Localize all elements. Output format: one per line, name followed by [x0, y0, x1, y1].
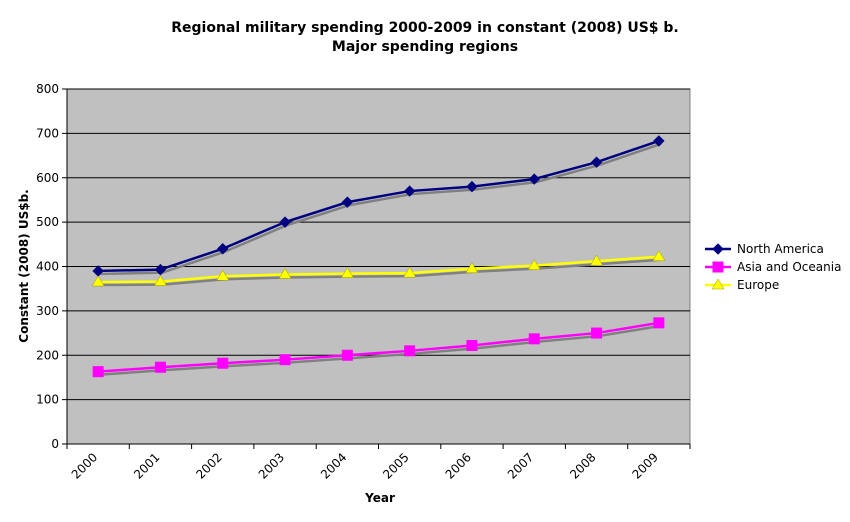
data-point	[154, 275, 167, 286]
x-tick-label: 2008	[567, 450, 598, 481]
data-point	[403, 266, 417, 278]
data-point	[216, 269, 230, 281]
data-point	[217, 243, 229, 255]
x-tick-label: 2004	[318, 450, 349, 481]
data-point	[528, 173, 540, 185]
legend-marker	[712, 243, 724, 255]
y-tick-label: 200	[36, 348, 59, 362]
series-line	[98, 321, 660, 373]
data-point	[591, 327, 603, 339]
legend-label: Asia and Oceania	[737, 260, 841, 274]
legend-item: Europe	[705, 278, 779, 292]
y-tick-label: 100	[36, 393, 59, 407]
data-point	[341, 196, 354, 208]
data-point	[527, 259, 541, 270]
data-point	[341, 349, 353, 361]
data-point	[652, 250, 666, 261]
legend: North America Asia and Oceania Europe	[705, 242, 841, 292]
gridlines	[67, 88, 690, 401]
series-europe	[91, 250, 666, 287]
data-point	[278, 268, 292, 279]
data-point	[279, 354, 291, 366]
data-point	[91, 275, 105, 287]
x-tick-label: 2005	[380, 450, 411, 481]
series-asia-and-oceania	[92, 317, 665, 378]
x-tick-label: 2007	[505, 450, 536, 481]
y-tick-label: 800	[36, 82, 59, 96]
chart-title: Regional military spending 2000-2009 in …	[171, 20, 679, 36]
y-tick-label: 300	[36, 304, 59, 318]
series-line	[98, 255, 659, 284]
data-point	[653, 135, 665, 147]
x-tick-label: 2002	[193, 450, 224, 481]
y-tick-label: 400	[36, 260, 59, 274]
data-point	[528, 333, 540, 345]
data-point	[279, 216, 291, 228]
legend-marker	[711, 278, 725, 290]
series-line-shadow	[100, 142, 662, 276]
x-tick-label: 2001	[131, 450, 162, 481]
series-layer	[91, 135, 666, 378]
data-point	[92, 366, 104, 378]
data-point	[590, 254, 603, 266]
legend-item: North America	[705, 242, 824, 256]
y-tick-label: 0	[51, 437, 59, 451]
legend-item: Asia and Oceania	[705, 260, 841, 274]
data-point	[590, 156, 603, 168]
y-axis-title: Constant (2008) US$b.	[17, 189, 31, 342]
x-axis-title: Year	[364, 491, 395, 505]
series-line-shadow	[100, 324, 662, 376]
y-tick-label: 500	[36, 215, 59, 229]
data-point	[154, 361, 166, 373]
data-point	[653, 317, 665, 329]
x-tick-label: 2009	[629, 450, 660, 481]
chart-subtitle: Major spending regions	[332, 39, 518, 55]
data-point	[465, 262, 479, 273]
series-line	[98, 139, 660, 273]
series-line-shadow	[100, 258, 661, 287]
data-point	[154, 263, 167, 276]
data-point	[404, 345, 416, 357]
y-tick-label: 600	[36, 171, 59, 185]
legend-marker	[712, 261, 724, 273]
y-tick-label: 700	[36, 126, 59, 140]
data-point	[466, 339, 478, 351]
data-point	[466, 180, 478, 193]
legend-label: North America	[737, 242, 824, 256]
x-tick-label: 2003	[256, 450, 287, 481]
legend-label: Europe	[737, 278, 779, 292]
x-tick-label: 2000	[69, 450, 100, 481]
series-north-america	[92, 135, 665, 277]
x-tick-label: 2006	[443, 450, 474, 481]
data-point	[217, 357, 229, 369]
data-point	[403, 185, 416, 197]
data-point	[340, 267, 354, 278]
